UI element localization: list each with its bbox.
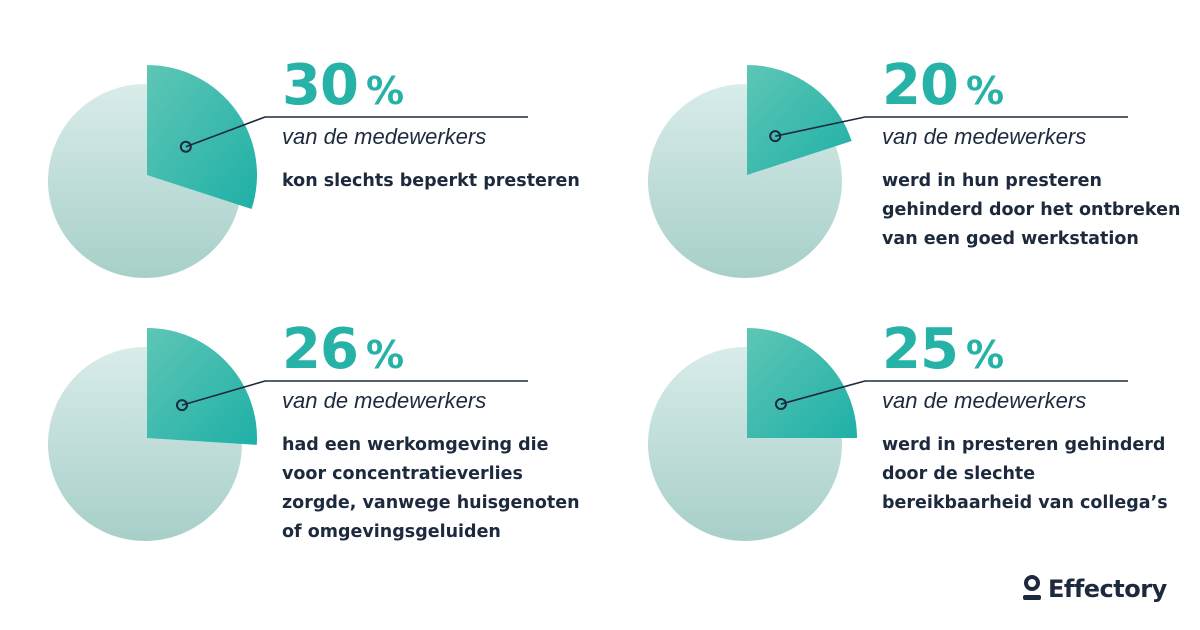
stat-subtitle: van de medewerkers	[282, 124, 487, 149]
stat-value: 25	[882, 317, 959, 382]
brand-name: Effectory	[1048, 575, 1167, 603]
percent-symbol: %	[365, 69, 405, 113]
stat-description: werd in presteren gehinderd door de slec…	[882, 435, 1168, 513]
stat-subtitle: van de medewerkers	[282, 388, 487, 413]
pie-slice-1	[147, 65, 257, 209]
stat-value: 20	[882, 53, 959, 118]
stat-percentage: 26%	[282, 322, 404, 378]
pie-connector-4	[780, 380, 1128, 405]
pie-marker-4	[774, 398, 787, 411]
pie-marker-3	[175, 399, 188, 412]
pie-slice-2	[747, 65, 852, 175]
stat-percentage: 25%	[882, 322, 1004, 378]
pie-slice-3	[147, 328, 257, 445]
stat-description: werd in hun presteren gehinderd door het…	[882, 171, 1181, 249]
stat-percentage: 30%	[282, 58, 404, 114]
pie-connector-1	[185, 116, 528, 148]
stat-description: kon slechts beperkt presteren	[282, 171, 580, 191]
pie-slice-4	[747, 328, 857, 438]
stat-subtitle: van de medewerkers	[882, 388, 1087, 413]
pie-marker-2	[769, 130, 782, 143]
effectory-logo: Effectory	[1022, 575, 1167, 603]
stat-percentage: 20%	[882, 58, 1004, 114]
percent-symbol: %	[965, 69, 1005, 113]
pie-connector-3	[181, 380, 528, 406]
stat-value: 26	[282, 317, 359, 382]
stat-subtitle: van de medewerkers	[882, 124, 1087, 149]
percent-symbol: %	[965, 333, 1005, 377]
stat-value: 30	[282, 53, 359, 118]
pie-marker-1	[179, 140, 192, 153]
person-icon	[1023, 575, 1041, 600]
stat-description: had een werkomgeving die voor concentrat…	[282, 435, 580, 542]
percent-symbol: %	[365, 333, 405, 377]
pie-connector-2	[775, 116, 1128, 137]
